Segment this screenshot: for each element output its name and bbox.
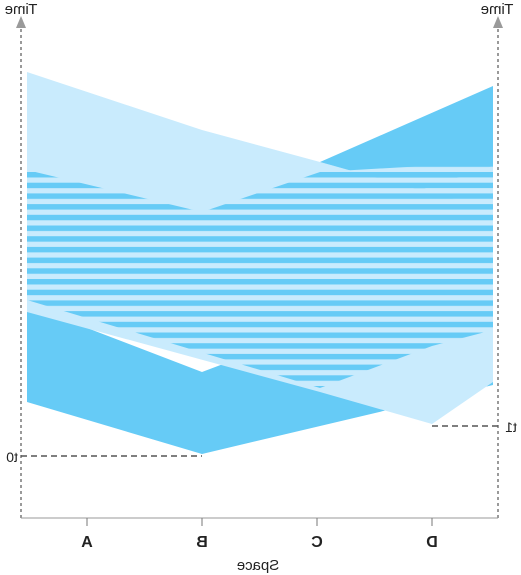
right-axis-title: Time bbox=[481, 1, 514, 18]
left-axis-title: Time bbox=[5, 1, 38, 18]
t1-label: t1 bbox=[505, 419, 517, 435]
space-axis-title: Space bbox=[237, 557, 280, 574]
tick-label-b: B bbox=[196, 534, 208, 551]
tick-label-a: A bbox=[81, 534, 93, 551]
left-axis-arrowhead bbox=[16, 16, 26, 28]
t0-label: t0 bbox=[6, 449, 18, 465]
overlap-region bbox=[27, 162, 493, 388]
right-axis-arrowhead bbox=[493, 16, 503, 28]
tick-label-d: D bbox=[426, 534, 438, 551]
dark-band-upper-right bbox=[320, 86, 493, 190]
tick-label-c: C bbox=[311, 534, 323, 551]
